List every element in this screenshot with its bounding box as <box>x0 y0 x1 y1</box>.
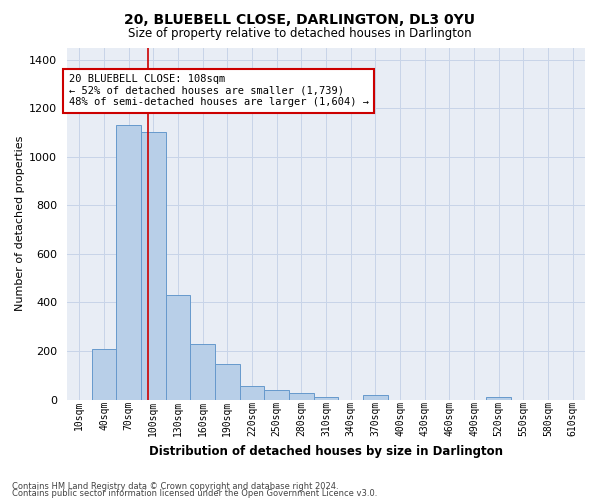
Bar <box>116 125 141 400</box>
Bar <box>141 132 166 400</box>
Text: Contains HM Land Registry data © Crown copyright and database right 2024.: Contains HM Land Registry data © Crown c… <box>12 482 338 491</box>
Bar <box>92 348 116 400</box>
Bar <box>363 395 388 400</box>
Bar <box>166 295 190 400</box>
Bar <box>239 386 265 400</box>
Text: Size of property relative to detached houses in Darlington: Size of property relative to detached ho… <box>128 28 472 40</box>
Bar <box>314 397 338 400</box>
Bar <box>289 394 314 400</box>
Bar <box>487 396 511 400</box>
X-axis label: Distribution of detached houses by size in Darlington: Distribution of detached houses by size … <box>149 444 503 458</box>
Bar <box>215 364 239 400</box>
Text: 20, BLUEBELL CLOSE, DARLINGTON, DL3 0YU: 20, BLUEBELL CLOSE, DARLINGTON, DL3 0YU <box>125 12 476 26</box>
Bar <box>190 344 215 400</box>
Bar <box>265 390 289 400</box>
Y-axis label: Number of detached properties: Number of detached properties <box>15 136 25 311</box>
Text: 20 BLUEBELL CLOSE: 108sqm
← 52% of detached houses are smaller (1,739)
48% of se: 20 BLUEBELL CLOSE: 108sqm ← 52% of detac… <box>68 74 368 108</box>
Text: Contains public sector information licensed under the Open Government Licence v3: Contains public sector information licen… <box>12 489 377 498</box>
